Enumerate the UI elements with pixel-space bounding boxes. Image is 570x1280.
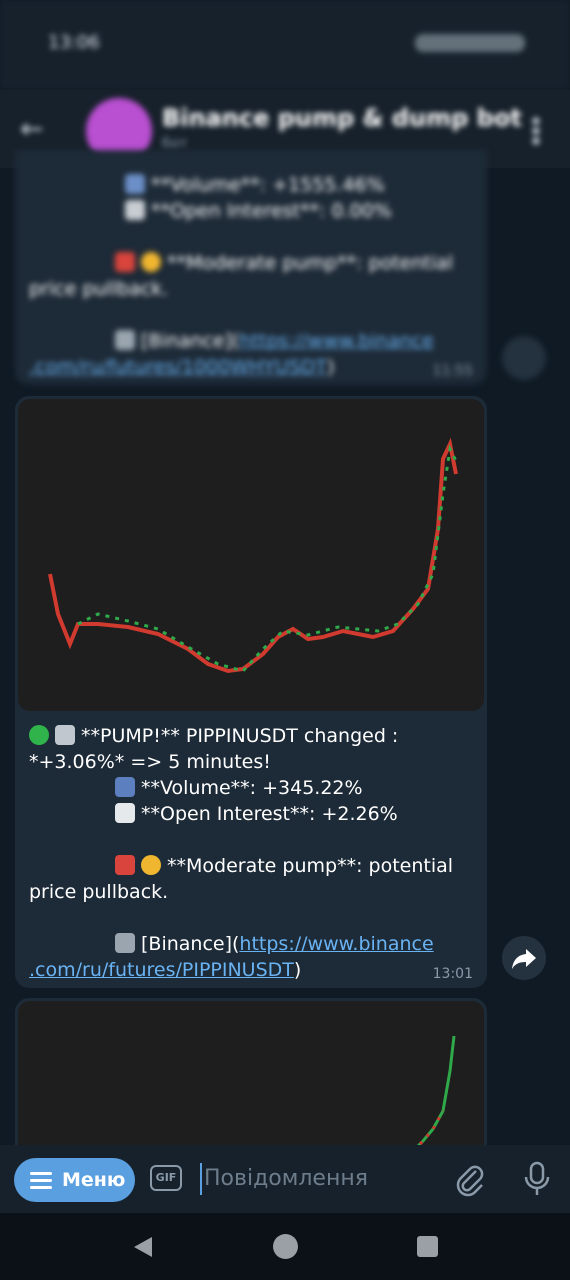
message-line: .com/ru/futures/PIPPINUSDT): [29, 957, 473, 983]
chart-line: [77, 444, 458, 673]
message-line: **PUMP!** PIPPINUSDT changed :: [29, 723, 473, 749]
text: ): [293, 959, 302, 981]
message-line: .com/ru/futures/1000WHYUSDT): [29, 354, 473, 380]
link[interactable]: .com/ru/futures/PIPPINUSDT: [29, 959, 294, 981]
message-line: *+3.06%* => 5 minutes!: [29, 751, 271, 773]
text: **Volume**: +345.22%: [141, 777, 363, 799]
message-time: 11:55: [432, 363, 473, 379]
text: **PUMP!** PIPPINUSDT changed :: [81, 725, 399, 747]
status-bar: 13:06: [0, 0, 570, 90]
message-line: **Volume**: +345.22%: [29, 775, 473, 801]
chart-line: [411, 1035, 456, 1153]
message-line: price pullback.: [29, 278, 169, 300]
share-icon: [512, 949, 536, 969]
message-line: [Binance](https://www.binance: [29, 328, 473, 354]
text: [Binance](: [141, 933, 240, 955]
text: **Open Interest**: 0.00%: [151, 200, 392, 222]
chart-image: [18, 399, 484, 711]
link[interactable]: https://www.binance: [239, 330, 434, 352]
chart-image: [18, 1001, 484, 1158]
input-bar: Меню GIF Повідомлення: [0, 1145, 570, 1213]
menu-dots[interactable]: [532, 116, 540, 146]
link[interactable]: https://www.binance: [239, 933, 434, 955]
message-bubble: [15, 998, 487, 1158]
text: [Binance](: [141, 330, 240, 352]
link[interactable]: .com/ru/futures/1000WHYUSDT: [29, 356, 328, 378]
chart-line: [48, 437, 458, 674]
message-time: 13:01: [432, 966, 473, 982]
nav-recents[interactable]: [417, 1236, 438, 1257]
message-line: **Open Interest**: 0.00%: [29, 198, 473, 224]
status-time: 13:06: [48, 32, 100, 53]
message-line: **Moderate pump**: potential: [29, 250, 473, 276]
share-button[interactable]: [502, 336, 546, 380]
chat-subtitle: бот: [162, 136, 188, 152]
back-button[interactable]: ←: [20, 112, 44, 145]
chat-title[interactable]: Binance pump & dump bot: [162, 104, 522, 132]
status-icons: [415, 34, 525, 52]
message-line: **Open Interest**: +2.26%: [29, 801, 473, 827]
text: ): [327, 356, 335, 378]
menu-button[interactable]: Меню: [14, 1158, 135, 1202]
message-line: **Moderate pump**: potential: [29, 853, 473, 879]
attach-button[interactable]: [454, 1163, 486, 1197]
chart-line: [411, 1110, 445, 1153]
text: **Volume**: +1555.46%: [151, 174, 385, 196]
menu-label: Меню: [62, 1169, 126, 1191]
message-bubble: **Volume**: +1555.46% **Open Interest**:…: [15, 150, 487, 385]
gif-button[interactable]: GIF: [150, 1165, 182, 1191]
cursor: [200, 1163, 202, 1195]
mic-button[interactable]: [522, 1161, 552, 1197]
message-bubble: **PUMP!** PIPPINUSDT changed : *+3.06%* …: [15, 396, 487, 988]
text: **Moderate pump**: potential: [167, 855, 454, 877]
message-line: **Volume**: +1555.46%: [29, 172, 473, 198]
share-button[interactable]: [502, 936, 546, 980]
text: **Moderate pump**: potential: [167, 252, 454, 274]
message-line: price pullback.: [29, 881, 169, 903]
nav-home[interactable]: [273, 1234, 298, 1259]
text: **Open Interest**: +2.26%: [141, 803, 398, 825]
message-line: [Binance](https://www.binance: [29, 931, 473, 957]
message-input[interactable]: Повідомлення: [204, 1166, 368, 1191]
nav-back[interactable]: [130, 1235, 154, 1259]
nav-bar: [0, 1213, 570, 1280]
menu-icon: [30, 1172, 52, 1189]
